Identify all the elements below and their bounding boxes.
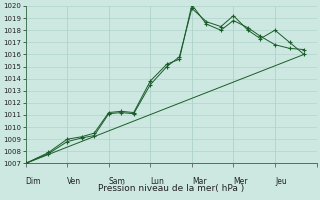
- Text: Sam: Sam: [109, 177, 126, 186]
- Text: Ven: Ven: [67, 177, 81, 186]
- Text: Jeu: Jeu: [275, 177, 287, 186]
- Text: Lun: Lun: [150, 177, 164, 186]
- Text: Mar: Mar: [192, 177, 206, 186]
- Text: Dim: Dim: [26, 177, 41, 186]
- X-axis label: Pression niveau de la mer( hPa ): Pression niveau de la mer( hPa ): [98, 184, 244, 193]
- Text: Mer: Mer: [233, 177, 248, 186]
